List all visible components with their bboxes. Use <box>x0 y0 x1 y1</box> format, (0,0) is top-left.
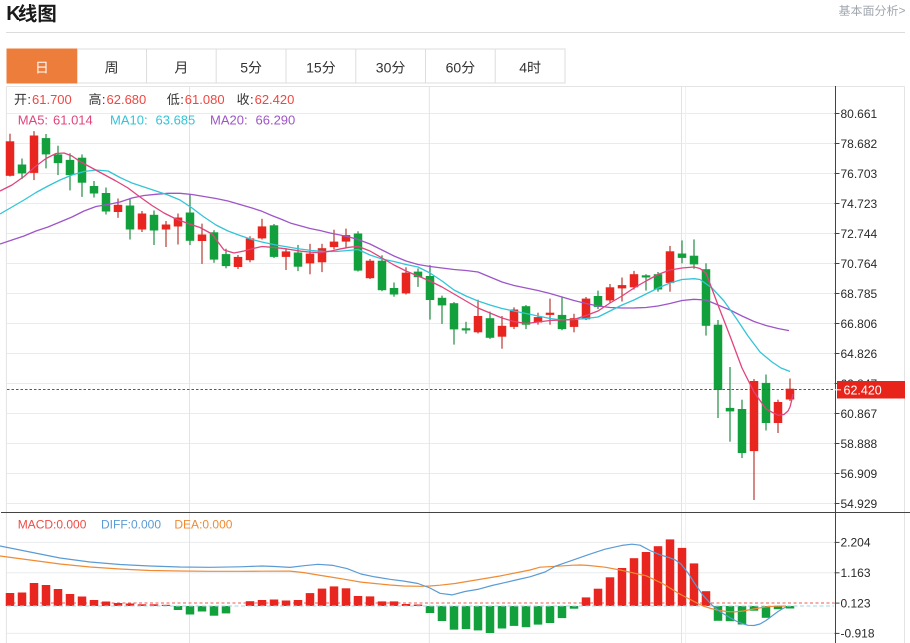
svg-text:64.826: 64.826 <box>841 347 878 361</box>
svg-text:K: K <box>6 3 21 25</box>
svg-text:60: 60 <box>446 60 462 76</box>
svg-text:>: > <box>899 4 906 18</box>
svg-text:66.806: 66.806 <box>841 317 878 331</box>
svg-text:58.888: 58.888 <box>841 437 878 451</box>
svg-text:0.123: 0.123 <box>841 596 871 610</box>
svg-text:-0.918: -0.918 <box>841 627 875 641</box>
svg-text:30: 30 <box>376 60 392 76</box>
svg-text:54.929: 54.929 <box>841 497 878 511</box>
svg-text:MA5:: MA5: <box>18 113 48 128</box>
svg-text:56.909: 56.909 <box>841 467 878 481</box>
svg-text:72.744: 72.744 <box>841 227 878 241</box>
svg-text:70.764: 70.764 <box>841 257 878 271</box>
svg-text:60.867: 60.867 <box>841 407 878 421</box>
svg-text:62.680: 62.680 <box>107 92 147 107</box>
svg-text::: : <box>250 92 254 107</box>
svg-text:62.420: 62.420 <box>255 92 295 107</box>
svg-text:DEA:0.000: DEA:0.000 <box>174 518 232 532</box>
svg-text::: : <box>102 92 106 107</box>
svg-text::: : <box>27 92 31 107</box>
svg-text:61.080: 61.080 <box>185 92 225 107</box>
svg-text:MA10:: MA10: <box>110 113 148 128</box>
svg-text:DIFF:0.000: DIFF:0.000 <box>101 518 161 532</box>
svg-text:2.204: 2.204 <box>841 536 871 550</box>
svg-text::: : <box>180 92 184 107</box>
svg-text:66.290: 66.290 <box>256 113 296 128</box>
svg-text:MACD:0.000: MACD:0.000 <box>18 518 87 532</box>
svg-text:4: 4 <box>519 60 527 76</box>
svg-text:68.785: 68.785 <box>841 287 878 301</box>
svg-text:1.163: 1.163 <box>841 566 871 580</box>
svg-text:15: 15 <box>306 60 322 76</box>
svg-text:78.682: 78.682 <box>841 137 878 151</box>
svg-text:61.700: 61.700 <box>32 92 72 107</box>
svg-text:76.703: 76.703 <box>841 167 878 181</box>
svg-text:80.661: 80.661 <box>841 107 878 121</box>
svg-text:74.723: 74.723 <box>841 197 878 211</box>
svg-text:5: 5 <box>240 60 248 76</box>
svg-text:61.014: 61.014 <box>53 113 93 128</box>
svg-text:62.420: 62.420 <box>844 383 882 397</box>
svg-text:63.685: 63.685 <box>156 113 196 128</box>
svg-text:MA20:: MA20: <box>210 113 248 128</box>
